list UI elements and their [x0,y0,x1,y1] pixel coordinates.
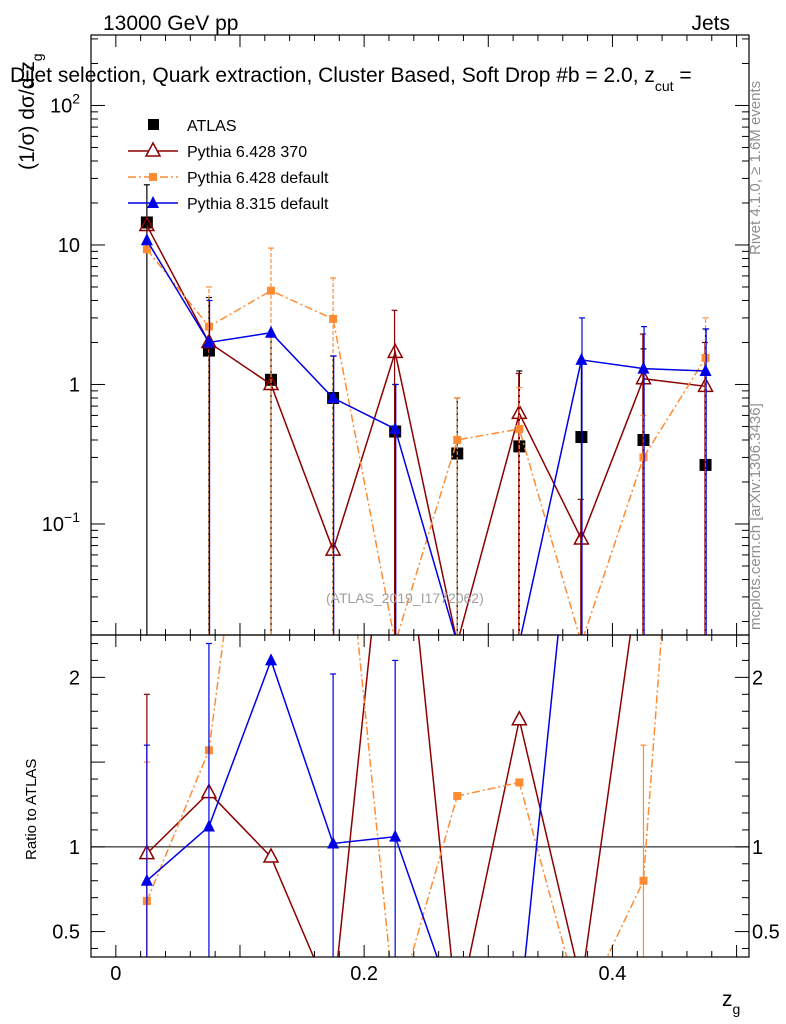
legend-entry-3: Pythia 8.315 default [128,196,329,213]
ratio-tick-label: 1 [69,837,80,859]
series-line [146,225,706,635]
ratio-tick-label-right: 1 [752,837,763,859]
analysis-watermark: (ATLAS_2019_I1772062) [326,590,484,606]
header-energy: 13000 GeV pp [103,12,238,35]
ratio-tick-label: 0.5 [52,922,80,944]
data-point [575,352,588,365]
series-line [146,248,707,635]
data-point [267,286,276,295]
ratio-point [265,653,278,666]
data-point [699,363,712,376]
data-point [140,233,153,246]
data-point [262,374,280,391]
data-point [140,216,153,229]
data-point [635,369,652,385]
ratio-point [639,876,648,885]
data-point [142,245,151,254]
legend-marker [149,173,157,181]
data-point [265,325,278,338]
data-point [577,639,585,647]
y-tick-label: 1 [69,374,80,396]
data-point [639,453,648,462]
ratio-line [146,635,559,957]
legend-entry-0: ATLAS [148,118,237,135]
data-point [515,424,524,433]
y-tick-label: 10 [58,235,80,257]
legend-label: Pythia 6.428 370 [187,144,307,161]
ratio-axis-label: Ratio to ATLAS [23,759,40,860]
data-point [329,314,338,323]
ratio-point [202,819,215,832]
ratio-tick-label-right: 0.5 [752,922,780,944]
series-2 [142,245,710,647]
series-3 [140,233,712,648]
legend-marker [144,141,162,157]
x-tick-label: 0.2 [350,963,378,985]
mcplots-credit: mcplots.cern.ch [arXiv:1306.3436] [747,403,764,630]
rivet-version: Rivet 4.1.0, ≥ 1.6M events [747,81,764,255]
header-process: Jets [691,12,730,35]
y-tick-label: 102 [50,90,80,117]
x-tick-label: 0 [110,963,121,985]
ratio-series-2 [140,635,559,957]
x-tick-label: 0.4 [599,963,627,985]
ratio-tick-label: 2 [69,667,80,689]
series-line [146,239,706,635]
data-point [513,636,525,648]
ratio-point [262,847,280,863]
y-axis-label: (1/σ) dσ/d zg [16,53,45,170]
data-point [386,342,404,359]
legend-marker [147,196,159,208]
ratio-point [453,792,462,800]
legend-marker [148,119,159,130]
ratio-line [146,635,632,957]
legend-label: ATLAS [187,118,237,135]
series-0 [140,184,712,635]
legend-entry-1: Pythia 6.428 370 [128,141,307,161]
data-point [138,215,156,232]
data-point [637,361,650,374]
ratio-point [389,829,402,842]
data-point [389,421,402,434]
ratio-tick-label-right: 2 [752,667,763,689]
series-1 [138,215,714,635]
x-axis-label: zg [722,988,740,1017]
ratio-point [327,836,340,849]
analysis-title: Dijet selection, Quark extraction, Clust… [10,64,692,94]
data-point [391,639,399,647]
ratio-point [515,778,524,787]
ratio-point [511,710,528,726]
data-point [202,335,215,348]
legend-entry-2: Pythia 6.428 default [128,170,329,187]
legend-label: Pythia 6.428 default [187,170,329,187]
ratio-point [140,873,153,886]
data-point [453,435,462,444]
data-point [456,633,459,635]
ratio-series-0 [138,635,632,957]
legend-label: Pythia 8.315 default [187,196,329,213]
data-point [327,390,340,403]
y-tick-label: 10−1 [42,509,80,536]
data-point [451,636,463,648]
